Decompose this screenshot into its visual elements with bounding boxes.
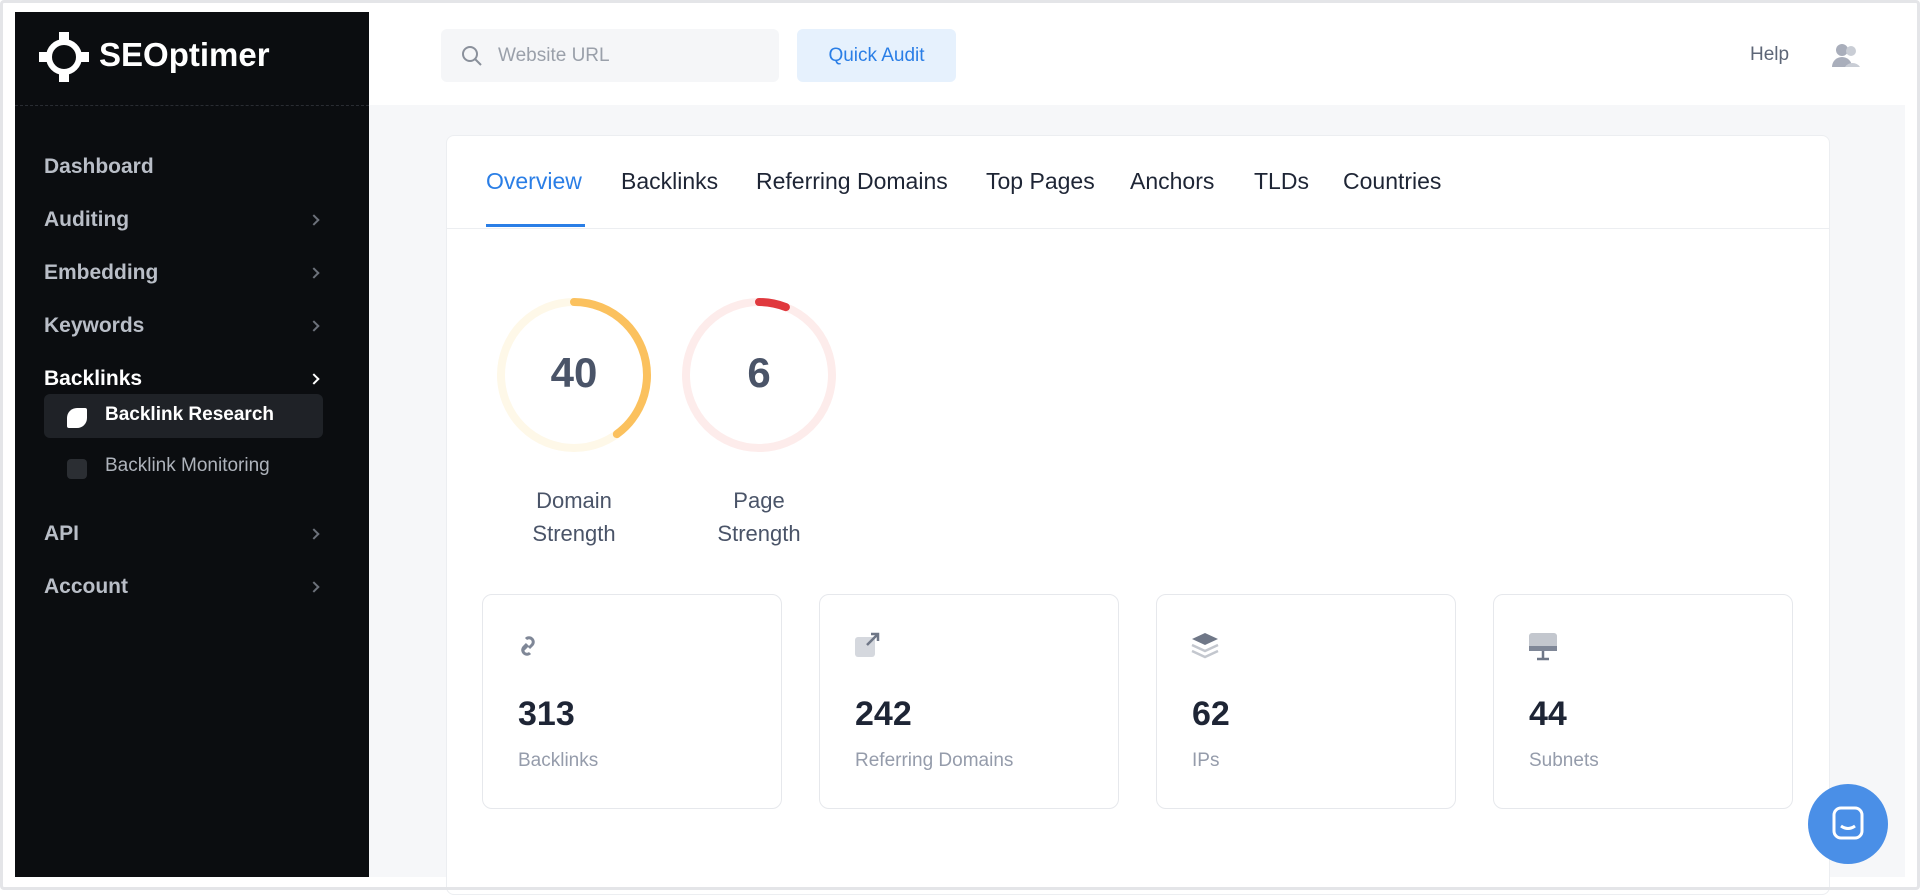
tab-underline [486,224,585,227]
stat-value: 313 [518,695,575,733]
search-icon [462,46,482,66]
tab[interactable]: Countries [1343,168,1442,194]
active-subnav-bg [44,394,323,438]
logo-icon [39,32,89,82]
gauge-arc [497,298,651,452]
nav-item[interactable]: Account [44,575,128,598]
help-link[interactable]: Help [1750,44,1790,65]
subnav-item[interactable]: Backlink Monitoring [105,455,270,476]
stat-card: 242 Referring Domains [819,594,1119,809]
gauge: 40 [497,298,651,452]
stat-card: 313 Backlinks [482,594,782,809]
stat-icon [855,632,880,657]
subnav-item[interactable]: Backlink Research [105,404,274,425]
stat-label: IPs [1192,750,1220,771]
quick-audit-button[interactable]: Quick Audit [797,29,956,82]
gauge-arc [682,298,836,452]
subnav-icon [67,459,87,479]
tab[interactable]: Anchors [1130,168,1215,194]
stat-icon [1191,633,1219,659]
stat-card: 44 Subnets [1493,594,1793,809]
search-placeholder: Website URL [498,45,610,66]
tab[interactable]: Top Pages [986,168,1095,194]
gauge-label: Page Strength [717,488,801,546]
nav-item[interactable]: Keywords [44,314,145,337]
header: Website URL Quick Audit Help [369,12,1905,105]
gauge-value: 6 [747,349,770,396]
nav-item[interactable]: Dashboard [44,155,154,178]
stat-label: Subnets [1529,750,1599,771]
stat-label: Referring Domains [855,750,1014,771]
stat-value: 242 [855,695,912,733]
search-box[interactable]: Website URL [441,29,779,82]
tab[interactable]: Backlinks [621,168,719,194]
gauge: 6 [682,298,836,452]
tab-divider [447,228,1829,229]
brand: SEOptimer [99,36,270,73]
chat-button[interactable] [1808,784,1888,864]
chat-icon [1832,806,1864,840]
nav-item[interactable]: Auditing [44,208,130,231]
tab[interactable]: Referring Domains [756,168,948,194]
stat-icon [520,636,535,656]
tab[interactable]: Overview [486,168,582,194]
stat-value: 44 [1529,695,1567,733]
gauge-value: 40 [551,349,598,396]
user-icon[interactable] [1832,42,1860,68]
divider [15,105,369,106]
nav-item[interactable]: Backlinks [44,367,143,390]
subnav-icon [67,408,87,428]
gauge-label: Domain Strength [532,488,616,546]
stat-card: 62 IPs [1156,594,1456,809]
nav-item[interactable]: Embedding [44,261,159,284]
tab[interactable]: TLDs [1254,168,1309,194]
stat-icon [1529,633,1557,661]
sidebar: SEOptimer Dashboard Auditing Embedding Keyw… [15,12,369,877]
stat-value: 62 [1192,695,1230,733]
stat-label: Backlinks [518,750,599,771]
nav-item[interactable]: API [44,522,80,545]
